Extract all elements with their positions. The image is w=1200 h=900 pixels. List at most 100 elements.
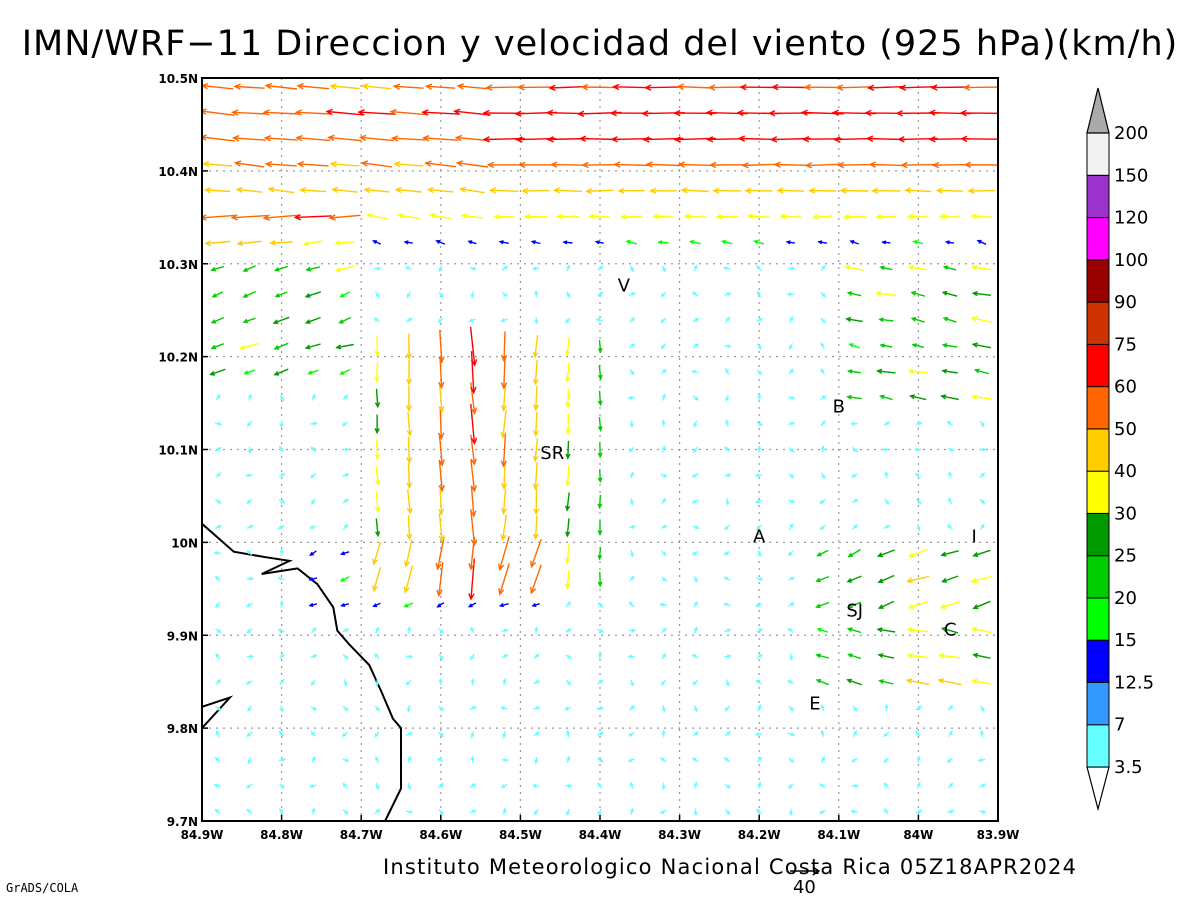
wind-vector	[278, 472, 286, 478]
wind-vector	[435, 239, 446, 245]
wind-vector	[403, 539, 413, 568]
wind-vector	[629, 781, 634, 789]
wind-vector	[819, 498, 826, 505]
wind-vector	[500, 385, 507, 412]
wind-vector	[914, 472, 922, 478]
wind-vector	[757, 549, 762, 558]
city-label: I	[971, 526, 976, 547]
wind-vector	[846, 291, 862, 297]
wind-vector	[279, 600, 284, 608]
wind-vector	[868, 161, 904, 168]
wind-vector	[338, 316, 352, 324]
wind-vector	[372, 602, 381, 608]
wind-vector	[597, 442, 603, 459]
wind-vector	[755, 524, 762, 531]
x-tick-label: 84.9W	[181, 828, 224, 842]
wind-vector	[470, 677, 475, 686]
wind-vector	[877, 653, 895, 659]
wind-vector	[534, 317, 539, 325]
wind-vector	[455, 160, 489, 168]
wind-vector	[279, 705, 284, 713]
wind-vector	[437, 317, 444, 324]
wind-vector	[436, 758, 444, 762]
wind-vector	[746, 213, 770, 220]
wind-vector	[817, 240, 828, 245]
wind-vector	[629, 368, 635, 376]
wind-vector	[310, 446, 317, 453]
wind-vector	[308, 783, 317, 788]
wind-vector	[967, 187, 996, 194]
wind-vector	[486, 161, 521, 169]
wind-vector	[940, 550, 959, 557]
wind-vector	[907, 601, 928, 610]
wind-vector	[597, 494, 603, 510]
wind-vector	[724, 705, 730, 712]
wind-vector	[304, 291, 322, 298]
wind-vector	[691, 291, 699, 297]
wind-vector	[372, 567, 382, 593]
wind-vector	[243, 369, 256, 375]
wind-vector	[339, 369, 351, 375]
wind-vector	[246, 420, 253, 428]
reference-vector: 40	[790, 866, 821, 898]
wind-vector	[850, 809, 858, 814]
wind-vector	[755, 808, 762, 815]
wind-vector	[406, 333, 413, 361]
wind-vector	[898, 84, 937, 91]
colorbar-segment	[1086, 132, 1110, 176]
wind-vector	[299, 187, 327, 194]
wind-vector	[597, 390, 603, 407]
wind-vector	[374, 808, 381, 815]
wind-vector	[948, 730, 953, 737]
wind-vector	[904, 187, 932, 194]
wind-vector	[877, 574, 895, 584]
wind-vector	[534, 626, 539, 634]
wind-vector	[502, 807, 507, 815]
x-tick-label: 83.9W	[977, 828, 1020, 842]
wind-vector	[438, 808, 444, 816]
wind-vector	[204, 240, 231, 247]
colorbar-label: 200	[1114, 123, 1148, 144]
wind-vector	[310, 706, 318, 711]
wind-vector	[392, 83, 424, 90]
wind-vector	[660, 343, 667, 350]
wind-vector	[405, 385, 413, 413]
wind-vector	[500, 514, 507, 542]
wind-vector	[564, 492, 571, 512]
wind-vector	[213, 550, 221, 555]
wind-vector	[342, 758, 350, 762]
wind-vector	[339, 291, 351, 298]
wind-vector	[264, 160, 297, 168]
wind-vector	[884, 807, 889, 815]
wind-vector	[215, 706, 222, 711]
wind-vector	[467, 240, 477, 245]
wind-vector	[311, 807, 316, 815]
wind-vector	[403, 565, 414, 594]
wind-vector	[628, 292, 637, 297]
wind-vector	[597, 571, 603, 588]
wind-vector	[879, 343, 893, 348]
wind-vector	[628, 446, 635, 454]
y-tick-label: 10.4N	[158, 165, 198, 179]
wind-vector	[360, 160, 392, 168]
wind-vector	[867, 84, 905, 92]
wind-vector	[756, 628, 764, 633]
wind-vector	[597, 469, 603, 484]
y-tick-label: 10.2N	[158, 351, 198, 365]
wind-vector	[215, 498, 222, 504]
wind-vector	[342, 523, 349, 530]
wind-vector	[262, 109, 300, 116]
wind-vector	[215, 628, 222, 634]
wind-vector	[629, 317, 636, 323]
wind-vector	[660, 291, 667, 298]
wind-vector	[692, 343, 700, 349]
colorbar-label: 120	[1114, 208, 1148, 229]
wind-vector	[942, 265, 957, 271]
wind-vector	[278, 445, 284, 453]
wind-vector	[788, 808, 794, 817]
wind-vector	[661, 729, 666, 738]
wind-vector	[394, 187, 422, 194]
wind-vector	[231, 109, 267, 116]
wind-vector	[308, 577, 318, 582]
wind-vector	[947, 809, 955, 814]
